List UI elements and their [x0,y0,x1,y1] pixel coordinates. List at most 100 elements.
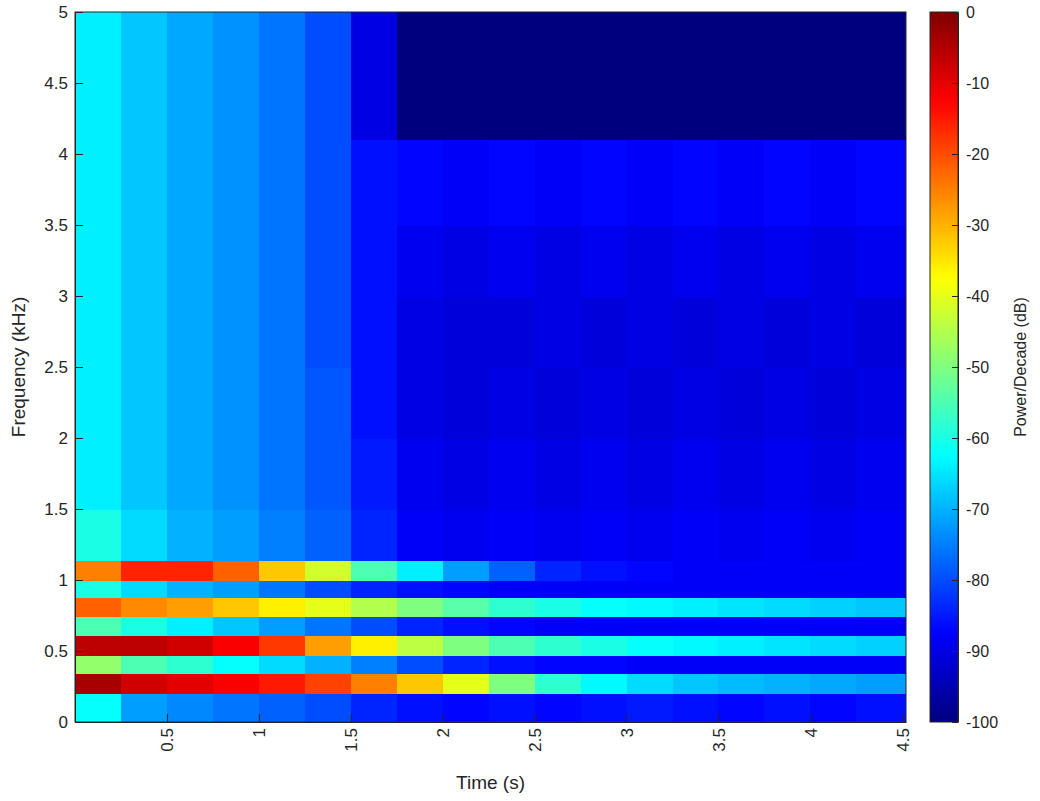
heatmap-cell [673,655,719,674]
colorbar-tick-label: -90 [966,643,989,660]
heatmap-cell [213,617,259,636]
heatmap-cell [627,674,673,694]
heatmap-cell [718,509,764,561]
y-tick: 0 [59,713,83,732]
heatmap-cell [810,580,856,598]
x-tick: 1.5 [342,714,361,752]
heatmap-cell [581,140,627,226]
heatmap-cell [121,560,167,580]
heatmap-cell [856,674,906,694]
heatmap-cell [535,655,581,674]
y-tick-mark [75,154,83,155]
heatmap-cell [718,674,764,694]
heatmap-cell [856,617,906,636]
colorbar-tick: 0 [952,4,975,21]
heatmap-cell [627,296,673,368]
x-axis: 0.511.522.533.544.5 [76,714,913,752]
heatmap-cell [259,509,305,561]
colorbar-tick-mark [952,580,958,581]
y-tick-mark [75,12,83,13]
heatmap-cell [75,635,121,655]
heatmap-cell [351,296,397,368]
colorbar-tick-label: -10 [966,75,989,92]
heatmap-cell [75,509,121,561]
x-tick-mark [167,714,168,722]
heatmap-cell [764,225,810,297]
y-tick: 1 [59,571,83,590]
heatmap-cell [259,597,305,617]
heatmap-cell [489,655,535,674]
colorbar-tick-mark [952,225,958,226]
heatmap-cell [443,617,489,636]
heatmap-cell [167,12,213,140]
heatmap-cell [718,12,764,140]
heatmap-cell [167,674,213,694]
heatmap-cell [259,635,305,655]
heatmap-cell [627,140,673,226]
heatmap-cell [535,140,581,226]
heatmap-cell [167,438,213,510]
heatmap-cell [856,597,906,617]
heatmap-cell [810,438,856,510]
heatmap-cell [627,635,673,655]
x-tick-label: 2 [434,728,453,737]
heatmap-cell [673,597,719,617]
heatmap-cell [443,655,489,674]
heatmap-cell [443,140,489,226]
x-tick-label: 3 [618,728,637,737]
heatmap-cell [305,296,351,368]
y-tick-mark [75,438,83,439]
heatmap-cell [305,694,351,722]
heatmap-cell [627,438,673,510]
heatmap-cell [718,635,764,655]
heatmap-cell [627,597,673,617]
heatmap-cell [856,12,906,140]
heatmap-cell [305,580,351,598]
heatmap-cell [397,367,443,439]
heatmap-cell [489,225,535,297]
x-tick-label: 0.5 [158,728,177,752]
heatmap-cell [581,580,627,598]
heatmap-cell [213,597,259,617]
heatmap-cell [673,367,719,439]
heatmap-cell [121,597,167,617]
heatmap-cell [764,597,810,617]
y-tick-mark [75,509,83,510]
heatmap-cell [856,509,906,561]
heatmap-cell [443,674,489,694]
heatmap-cell [167,509,213,561]
colorbar-tick-mark [952,367,958,368]
heatmap-cell [213,655,259,674]
heatmap-cell [627,617,673,636]
heatmap-cell [535,560,581,580]
heatmap-cell [397,509,443,561]
heatmap-cell [75,296,121,368]
heatmap-cell [718,367,764,439]
x-tick-mark [443,714,444,722]
heatmap-cell [351,367,397,439]
colorbar-tick-label: -20 [966,146,989,163]
heatmap-cell [489,296,535,368]
heatmap-cell [351,655,397,674]
colorbar-tick: -20 [952,146,989,163]
y-tick-label: 4 [59,145,68,164]
colorbar-tick-label: -70 [966,501,989,518]
heatmap-cell [213,560,259,580]
colorbar-tick-label: -80 [966,572,989,589]
heatmap-cell [213,12,259,140]
heatmap-cell [121,225,167,297]
y-axis: 00.511.522.533.544.55 [44,3,83,732]
heatmap-cell [305,367,351,439]
x-tick-mark [810,714,811,722]
y-tick-label: 0.5 [44,642,68,661]
heatmap-cell [764,12,810,140]
colorbar-tick: -70 [952,501,989,518]
colorbar-tick-label: -40 [966,288,989,305]
heatmap-cell [489,367,535,439]
heatmap-cell [627,580,673,598]
heatmap-cell [489,438,535,510]
heatmap-cell [259,655,305,674]
y-tick-mark [75,580,83,581]
y-axis-title: Frequency (kHz) [8,297,29,437]
heatmap-cell [718,617,764,636]
